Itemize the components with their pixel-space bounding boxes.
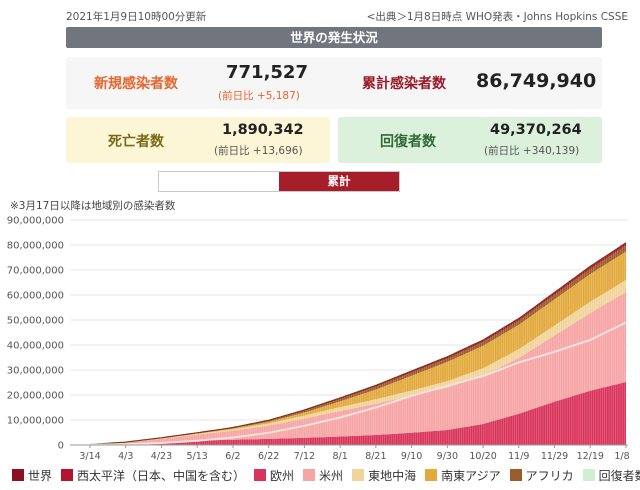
chart-axes: 0 10,000,000 20,000,000 30,000,000 40,000,00… bbox=[7, 216, 630, 463]
legend-swatch bbox=[61, 469, 74, 481]
section-title: 世界の発生状況 bbox=[66, 27, 602, 48]
recovered-value: 49,370,264 bbox=[490, 122, 582, 138]
x-tick-label: 4/23 bbox=[151, 451, 172, 462]
area-欧州 bbox=[90, 382, 626, 445]
cases-summary-box: 新規感染者数 771,527 (前日比 +5,187) 累計感染者数 86,74… bbox=[66, 57, 602, 109]
y-tick-label: 70,000,000 bbox=[7, 266, 64, 277]
legend-swatch bbox=[303, 469, 316, 481]
recovered-box: 回復者数 49,370,264 (前日比 +340,139) bbox=[338, 117, 602, 163]
x-tick-label: 7/12 bbox=[294, 451, 315, 462]
y-tick-label: 60,000,000 bbox=[7, 291, 64, 302]
deaths-diff: (前日比 +13,696) bbox=[214, 145, 303, 157]
x-tick-label: 11/29 bbox=[541, 451, 568, 462]
y-tick-label: 30,000,000 bbox=[7, 366, 64, 377]
area-米州 bbox=[90, 292, 626, 445]
bar-texture bbox=[91, 243, 625, 445]
x-tick-label: 5/13 bbox=[187, 451, 208, 462]
y-tick-label: 50,000,000 bbox=[7, 316, 64, 327]
total-line bbox=[89, 242, 627, 446]
line-回復者数 bbox=[89, 321, 627, 446]
cumulative-toggle-button[interactable]: 累計 bbox=[279, 172, 399, 191]
x-tick-label: 6/22 bbox=[258, 451, 279, 462]
chart-legend: 世界 西太平洋（日本、中国を含む） 欧州 米州 東地中海 南東アジア アフリカ 回復者数 bbox=[12, 466, 640, 484]
y-tick-label: 90,000,000 bbox=[7, 216, 64, 227]
legend-label: アフリカ bbox=[525, 468, 574, 483]
legend-label: 米州 bbox=[319, 468, 344, 483]
y-tick-label: 80,000,000 bbox=[7, 241, 64, 252]
recovered-diff: (前日比 +340,139) bbox=[484, 145, 580, 157]
legend-item: 米州 bbox=[303, 467, 343, 484]
y-tick-label: 40,000,000 bbox=[7, 341, 64, 352]
legend-swatch bbox=[352, 469, 365, 481]
legend-item: 回復者数 bbox=[582, 467, 640, 484]
legend-item: 世界 bbox=[12, 467, 52, 484]
legend-swatch bbox=[582, 469, 595, 481]
legend-item: 欧州 bbox=[254, 467, 294, 484]
legend-label: 回復者数 bbox=[598, 468, 640, 483]
legend-label: 東地中海 bbox=[368, 468, 417, 483]
source-note: <出典＞1月8日時点 WHO発表・Johns Hopkins CSSE bbox=[366, 11, 628, 23]
recovered-label: 回復者数 bbox=[380, 134, 436, 150]
legend-label: 西太平洋（日本、中国を含む） bbox=[77, 468, 246, 483]
deaths-box: 死亡者数 1,890,342 (前日比 +13,696) bbox=[66, 117, 330, 163]
chart-areas bbox=[90, 242, 626, 445]
legend-swatch bbox=[425, 469, 438, 481]
x-tick-label: 1/8 bbox=[614, 451, 629, 462]
x-tick-label: 3/14 bbox=[79, 451, 100, 462]
legend-label: 世界 bbox=[28, 468, 53, 483]
legend-swatch bbox=[254, 469, 267, 481]
new-cases-diff: (前日比 +5,187) bbox=[218, 90, 300, 102]
y-tick-label: 20,000,000 bbox=[7, 391, 64, 402]
legend-item: 西太平洋（日本、中国を含む） bbox=[61, 467, 245, 484]
area-南東アジア bbox=[90, 251, 626, 445]
x-tick-label: 8/21 bbox=[365, 451, 386, 462]
updated-timestamp: 2021年1月9日10時00分更新 bbox=[66, 11, 207, 23]
x-tick-label: 8/1 bbox=[332, 451, 347, 462]
new-cases-value: 771,527 bbox=[226, 62, 308, 83]
legend-label: 南東アジア bbox=[441, 468, 501, 483]
x-tick-label: 11/9 bbox=[508, 451, 529, 462]
cases-area-chart: 0 10,000,000 20,000,000 30,000,000 40,000,00… bbox=[7, 216, 630, 463]
total-cases-label: 累計感染者数 bbox=[362, 76, 446, 92]
legend-item: 東地中海 bbox=[352, 467, 416, 484]
x-tick-label: 9/30 bbox=[437, 451, 458, 462]
legend-swatch bbox=[12, 469, 24, 481]
x-tick-label: 9/10 bbox=[401, 451, 422, 462]
legend-item: アフリカ bbox=[509, 467, 574, 484]
legend-label: 欧州 bbox=[270, 468, 295, 483]
legend-swatch bbox=[509, 469, 522, 481]
total-cases-value: 86,749,940 bbox=[476, 70, 597, 92]
x-tick-label: 6/2 bbox=[225, 451, 240, 462]
chart-overlays bbox=[89, 242, 627, 446]
y-tick-label: 10,000,000 bbox=[7, 416, 64, 427]
x-tick-label: 10/20 bbox=[469, 451, 496, 462]
x-tick-label: 12/19 bbox=[577, 451, 604, 462]
new-cases-label: 新規感染者数 bbox=[94, 76, 178, 92]
x-tick-label: 4/3 bbox=[118, 451, 133, 462]
y-tick-label: 0 bbox=[58, 441, 64, 452]
deaths-label: 死亡者数 bbox=[108, 134, 164, 150]
legend-item: 南東アジア bbox=[425, 467, 501, 484]
view-toggle[interactable]: 累計 bbox=[158, 171, 400, 192]
chart-note: ※3月17日以降は地域別の感染者数 bbox=[10, 200, 176, 212]
deaths-value: 1,890,342 bbox=[222, 122, 304, 138]
